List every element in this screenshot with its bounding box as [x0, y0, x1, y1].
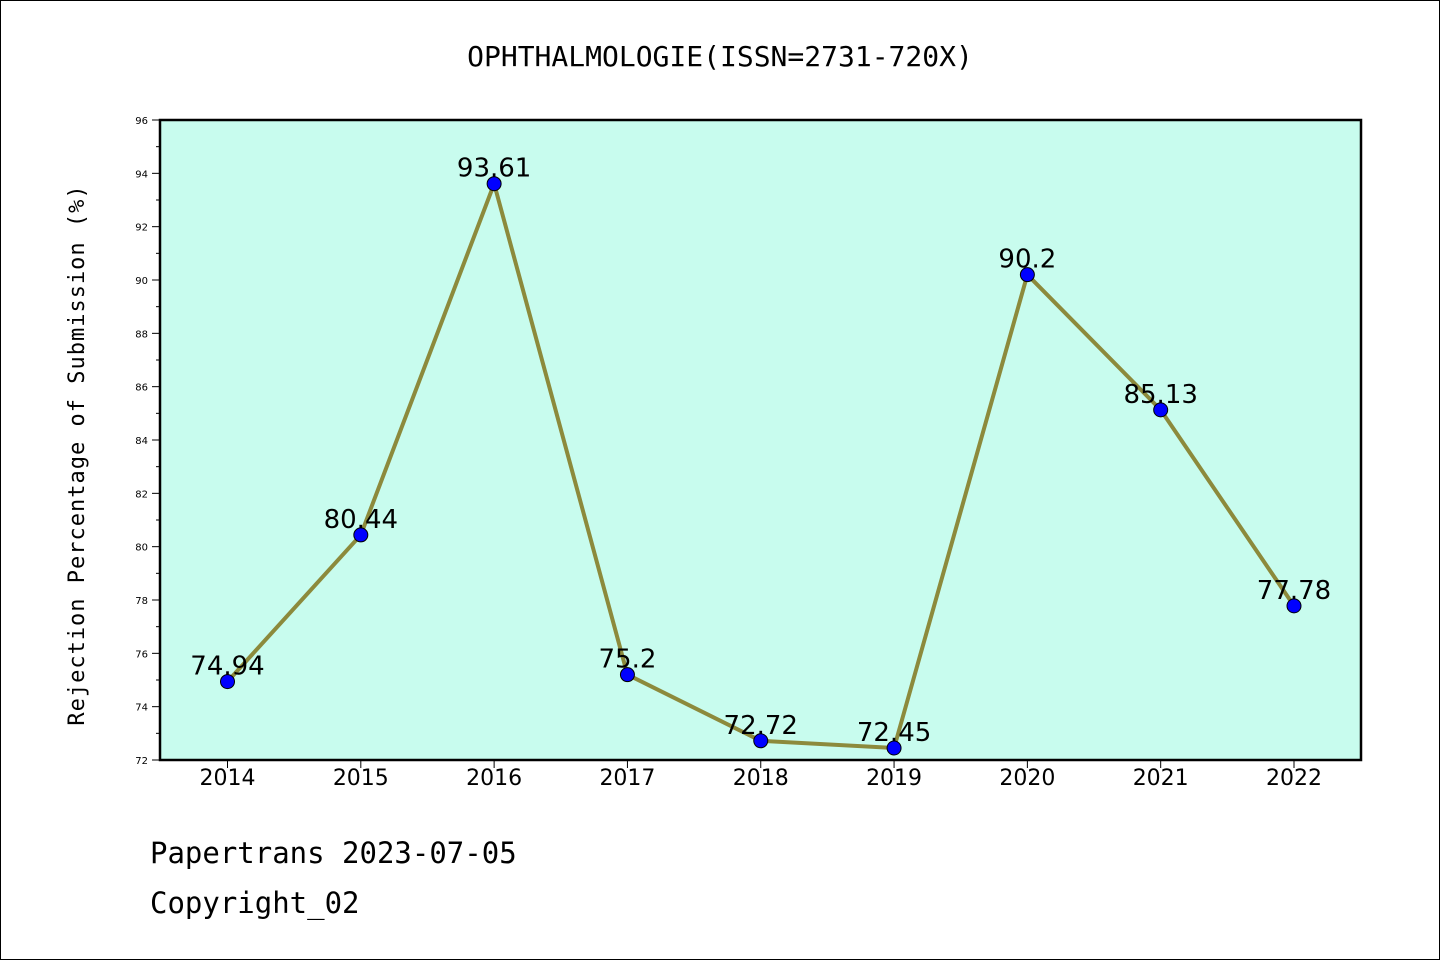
- y-tick-label: 84: [135, 436, 148, 447]
- y-tick-label: 80: [135, 543, 148, 554]
- x-axis: 2014 2015 2016 2017 2018 2019 2020 2021 2022: [200, 760, 1322, 791]
- x-tick-label: 2021: [1133, 766, 1189, 791]
- data-point-marker: [486, 176, 502, 192]
- y-tick-label: 94: [135, 169, 148, 180]
- x-tick-label: 2016: [466, 766, 522, 791]
- x-tick-label: 2019: [866, 766, 922, 791]
- x-tick-label: 2022: [1266, 766, 1322, 791]
- data-label: 72.72: [724, 711, 798, 741]
- data-point-marker: [619, 667, 635, 683]
- data-point-marker: [353, 527, 369, 543]
- plot-area: [160, 120, 1361, 760]
- y-tick-label: 74: [135, 703, 148, 714]
- y-tick-label: 82: [135, 489, 148, 500]
- y-axis-label: Rejection Percentage of Submission (%): [65, 184, 90, 725]
- x-tick-label: 2020: [999, 766, 1055, 791]
- y-tick-label: 86: [135, 383, 148, 394]
- y-tick-label: 90: [135, 276, 148, 287]
- data-point-marker: [1286, 598, 1302, 614]
- y-tick-label: 72: [135, 756, 148, 767]
- data-label: 85.13: [1123, 380, 1197, 410]
- plot-border: [158, 118, 1363, 762]
- data-label: 75.2: [598, 645, 656, 675]
- footer-copyright: Copyright_02: [150, 886, 360, 921]
- data-point-marker: [1019, 267, 1035, 283]
- x-tick-label: 2017: [599, 766, 655, 791]
- x-tick-label: 2014: [200, 766, 256, 791]
- data-label: 77.78: [1257, 576, 1331, 606]
- x-tick-label: 2018: [733, 766, 789, 791]
- data-point-marker: [220, 674, 235, 690]
- data-label: 74.94: [190, 652, 264, 682]
- y-axis: 72 74 76 78 80 82 84 86 88 90 92 94 96: [135, 116, 160, 767]
- data-label-group: 74.94 80.44 93.61 75.2 72.72 72.45 90.2 85.13 77…: [190, 154, 1331, 748]
- data-label: 80.44: [324, 505, 398, 535]
- y-tick-label: 88: [135, 329, 148, 340]
- data-point-marker: [753, 733, 769, 749]
- footer-date: Papertrans 2023-07-05: [150, 836, 517, 870]
- y-tick-label: 96: [135, 116, 148, 127]
- y-tick-label: 78: [135, 596, 148, 607]
- data-label: 90.2: [998, 245, 1056, 275]
- y-tick-label: 92: [135, 223, 148, 234]
- data-point-marker: [1153, 402, 1169, 418]
- data-label: 93.61: [457, 154, 531, 184]
- chart-title: OPHTHALMOLOGIE(ISSN=2731-720X): [467, 40, 973, 73]
- data-label: 72.45: [857, 718, 931, 748]
- data-point-marker: [886, 740, 902, 756]
- y-tick-label: 76: [135, 649, 148, 660]
- x-tick-label: 2015: [333, 766, 389, 791]
- marker-group: [220, 176, 1302, 756]
